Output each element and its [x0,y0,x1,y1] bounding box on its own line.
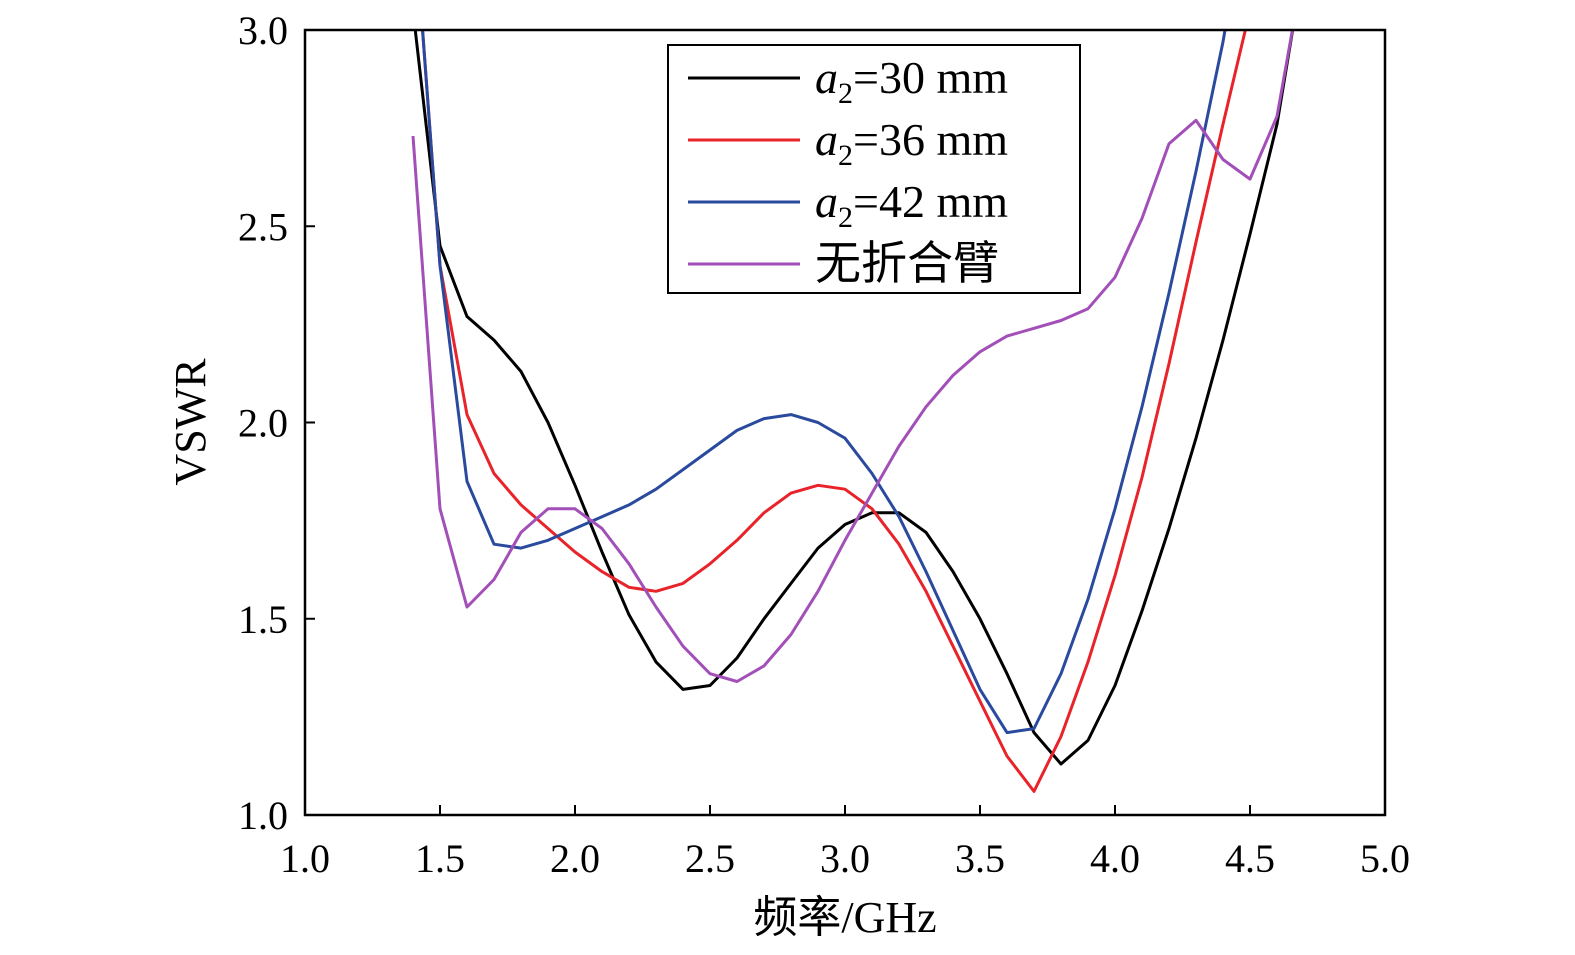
x-tick-label: 1.0 [280,836,330,881]
y-tick-label: 2.5 [238,204,288,249]
y-tick-label: 1.0 [238,793,288,838]
y-tick-label: 1.5 [238,597,288,642]
legend-label-2: a2=36 mm [815,114,1008,172]
x-tick-label: 3.0 [820,836,870,881]
series-line-4 [411,30,1294,683]
legend-label-3: a2=42 mm [815,176,1008,234]
y-axis-ticks: 1.0 1.5 2.0 2.5 3.0 [238,8,315,838]
y-tick-label: 2.0 [238,401,288,446]
series-line-2 [421,30,1247,793]
legend-box [667,44,1081,294]
series-line-3 [421,30,1227,735]
x-tick-label: 2.5 [685,836,735,881]
x-tick-label: 5.0 [1360,836,1410,881]
y-tick-label: 3.0 [238,8,288,53]
x-axis-ticks: 1.0 1.5 2.0 2.5 3.0 3.5 4.0 4.5 5.0 [280,805,1410,881]
x-tick-label: 2.0 [550,836,600,881]
x-tick-label: 1.5 [415,836,465,881]
legend-label-4: 无折合臂 [815,238,999,289]
x-axis-label: 频率/GHz [753,893,936,942]
x-tick-label: 3.5 [955,836,1005,881]
x-tick-label: 4.5 [1225,836,1275,881]
series-lines [411,30,1295,793]
x-tick-label: 4.0 [1090,836,1140,881]
legend-label-1: a2=30 mm [815,52,1008,110]
y-axis-label: VSWR [166,358,215,486]
